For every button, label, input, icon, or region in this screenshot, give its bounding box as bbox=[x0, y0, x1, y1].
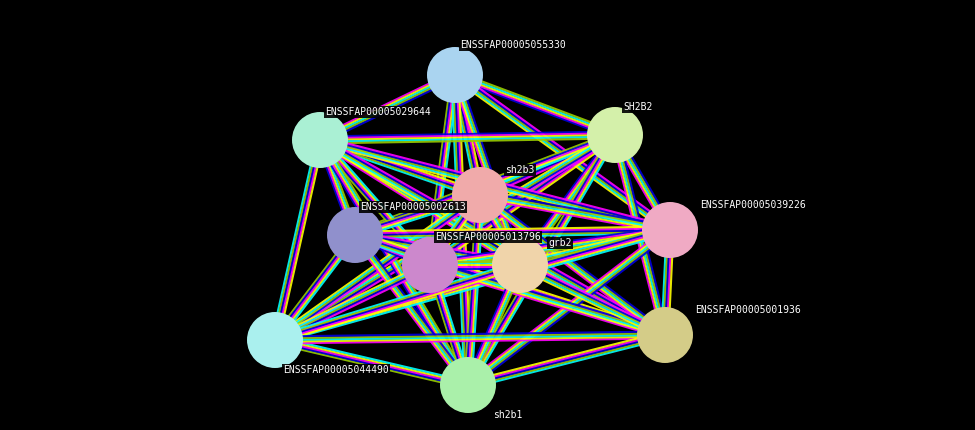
Text: SH2B2: SH2B2 bbox=[623, 102, 652, 112]
Ellipse shape bbox=[642, 202, 698, 258]
Text: ENSSFAP00005001936: ENSSFAP00005001936 bbox=[695, 305, 800, 315]
Ellipse shape bbox=[637, 307, 693, 363]
Ellipse shape bbox=[492, 237, 548, 293]
Text: grb2: grb2 bbox=[548, 238, 571, 248]
Text: ENSSFAP00005044490: ENSSFAP00005044490 bbox=[283, 365, 389, 375]
Text: sh2b3: sh2b3 bbox=[505, 165, 534, 175]
Ellipse shape bbox=[292, 112, 348, 168]
Ellipse shape bbox=[327, 207, 383, 263]
Text: ENSSFAP00005055330: ENSSFAP00005055330 bbox=[460, 40, 566, 50]
Ellipse shape bbox=[402, 237, 458, 293]
Ellipse shape bbox=[427, 47, 483, 103]
Ellipse shape bbox=[247, 312, 303, 368]
Ellipse shape bbox=[452, 167, 508, 223]
Text: ENSSFAP00005013796: ENSSFAP00005013796 bbox=[435, 232, 541, 242]
Text: ENSSFAP00005002613: ENSSFAP00005002613 bbox=[360, 202, 466, 212]
Text: ENSSFAP00005039226: ENSSFAP00005039226 bbox=[700, 200, 805, 210]
Text: ENSSFAP00005029644: ENSSFAP00005029644 bbox=[325, 107, 431, 117]
Ellipse shape bbox=[587, 107, 643, 163]
Text: sh2b1: sh2b1 bbox=[493, 410, 523, 420]
Ellipse shape bbox=[440, 357, 496, 413]
